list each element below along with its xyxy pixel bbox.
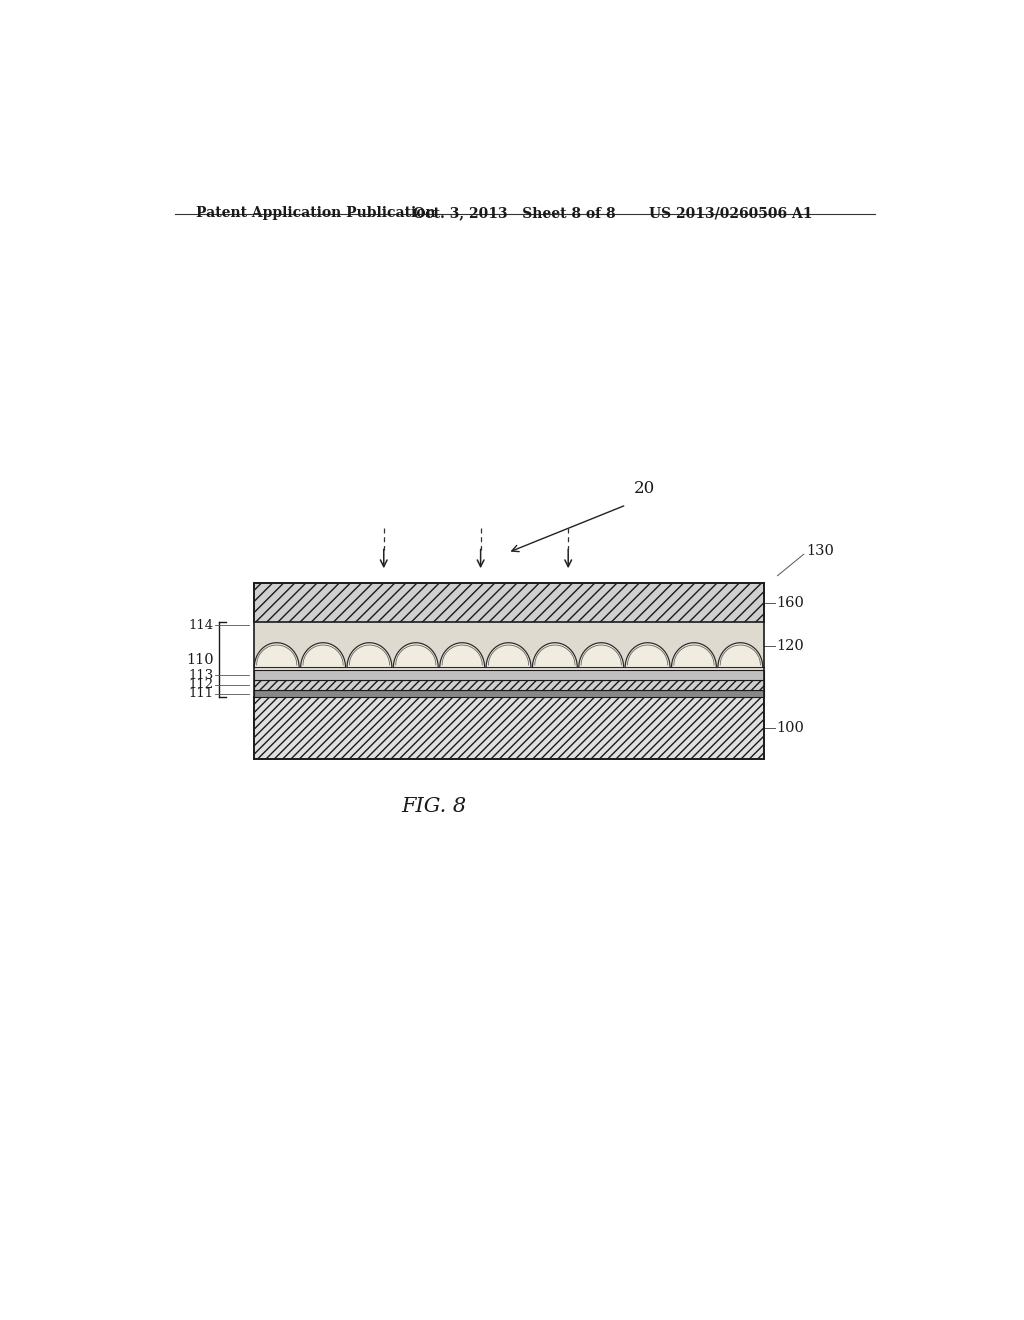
Text: US 2013/0260506 A1: US 2013/0260506 A1 — [649, 206, 812, 220]
Bar — [254, 697, 764, 759]
Polygon shape — [439, 643, 485, 668]
Text: 160: 160 — [776, 595, 805, 610]
Polygon shape — [300, 643, 346, 668]
Polygon shape — [718, 643, 763, 668]
Text: Oct. 3, 2013   Sheet 8 of 8: Oct. 3, 2013 Sheet 8 of 8 — [414, 206, 615, 220]
Bar — [254, 622, 764, 671]
Bar — [254, 622, 764, 671]
Bar — [254, 689, 764, 697]
Text: 110: 110 — [186, 652, 214, 667]
Text: 130: 130 — [806, 544, 834, 558]
Text: 113: 113 — [188, 668, 213, 681]
Text: 114: 114 — [188, 619, 213, 631]
Polygon shape — [625, 643, 671, 668]
Polygon shape — [254, 643, 300, 668]
Text: 100: 100 — [776, 721, 805, 735]
Polygon shape — [671, 643, 717, 668]
Polygon shape — [485, 643, 531, 668]
Bar — [254, 671, 764, 680]
Bar — [254, 680, 764, 689]
Bar — [254, 583, 764, 622]
Text: Patent Application Publication: Patent Application Publication — [197, 206, 436, 220]
Text: 111: 111 — [188, 686, 213, 700]
Text: 120: 120 — [776, 639, 805, 653]
Polygon shape — [393, 643, 438, 668]
Text: 112: 112 — [188, 678, 213, 692]
Text: 20: 20 — [634, 480, 655, 498]
Polygon shape — [579, 643, 624, 668]
Polygon shape — [347, 643, 392, 668]
Polygon shape — [532, 643, 578, 668]
Text: FIG. 8: FIG. 8 — [401, 797, 467, 816]
